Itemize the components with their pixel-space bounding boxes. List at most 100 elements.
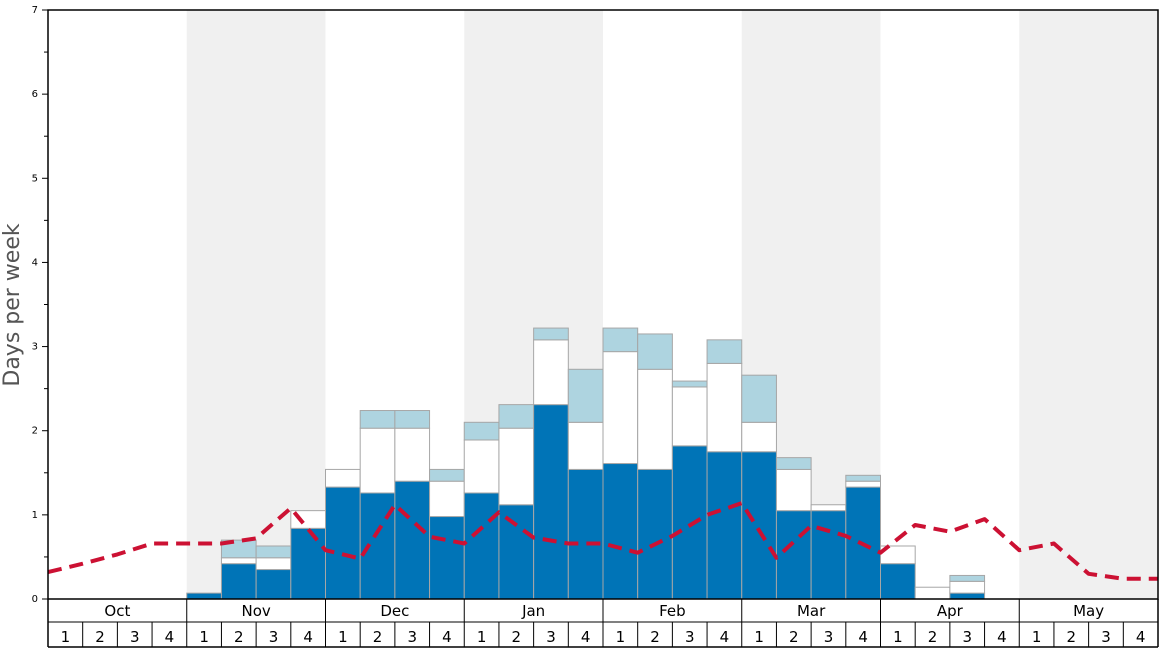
bar-segment xyxy=(394,480,431,600)
average-line-path xyxy=(47,501,1158,581)
bar-segment xyxy=(671,386,708,447)
bar-segment xyxy=(498,504,535,600)
week-label: 3 xyxy=(685,628,695,646)
bar-segment xyxy=(220,557,257,565)
bar-segment xyxy=(845,480,881,488)
bar-segment xyxy=(775,457,812,470)
bar-segment xyxy=(429,480,465,518)
bar-segment xyxy=(463,492,500,600)
week-label: 4 xyxy=(858,628,868,646)
month-label-oct: Oct xyxy=(104,602,130,620)
bar-segment xyxy=(394,427,431,482)
bar-segment xyxy=(949,580,986,594)
y-tick-label: 7 xyxy=(32,5,38,16)
bar-segment xyxy=(325,468,361,488)
week-label: 1 xyxy=(616,628,626,646)
bar-segment xyxy=(255,557,292,571)
bar-segment xyxy=(567,421,604,470)
bar-segment xyxy=(637,468,673,600)
bar-segment xyxy=(706,362,743,453)
bar-segment xyxy=(949,574,986,582)
bar-segment xyxy=(359,492,396,600)
bar-segment xyxy=(671,380,708,388)
y-tick-label: 3 xyxy=(32,342,38,353)
bar-segment xyxy=(394,410,431,429)
bar-segment xyxy=(706,451,743,600)
month-label-jan: Jan xyxy=(521,602,545,620)
bar-segment xyxy=(775,510,812,600)
bar-segment xyxy=(463,421,500,441)
bar-segment xyxy=(810,504,847,512)
bar-segment xyxy=(914,586,951,600)
week-label: 3 xyxy=(824,628,834,646)
bar-segment xyxy=(567,368,604,423)
bars xyxy=(186,327,986,600)
bar-segment xyxy=(463,439,500,494)
month-label-dec: Dec xyxy=(380,602,409,620)
week-label: 2 xyxy=(373,628,383,646)
month-label-mar: Mar xyxy=(797,602,826,620)
week-label: 2 xyxy=(928,628,938,646)
bar-segment xyxy=(845,474,881,482)
bar-segment xyxy=(671,445,708,600)
y-tick-label: 4 xyxy=(32,257,38,268)
week-label: 2 xyxy=(650,628,660,646)
y-tick-label: 6 xyxy=(32,89,38,100)
week-label: 3 xyxy=(962,628,972,646)
bar-segment xyxy=(498,427,535,506)
bar-segment xyxy=(429,516,465,600)
bar-segment xyxy=(220,563,257,600)
bar-segment xyxy=(775,468,812,512)
bar-segment xyxy=(533,339,569,406)
week-label: 1 xyxy=(477,628,487,646)
average-line xyxy=(47,501,1158,581)
bar-segment xyxy=(290,527,326,600)
y-tick-label: 5 xyxy=(32,173,38,184)
week-label: 1 xyxy=(61,628,71,646)
bar-segment xyxy=(533,327,569,341)
bar-segment xyxy=(359,427,396,494)
bar-segment xyxy=(810,510,847,600)
month-shade-may xyxy=(1019,10,1158,599)
month-label-nov: Nov xyxy=(241,602,270,620)
week-label: 2 xyxy=(512,628,522,646)
axes: 0 1 2 3 4 5 6 7 Oct Nov Dec Jan Feb Mar Apr May 1 2 3 4 1 2 3 4… xyxy=(32,5,1159,648)
week-label: 4 xyxy=(1136,628,1146,646)
bar-segment xyxy=(706,339,743,364)
bar-segment xyxy=(567,468,604,600)
week-label: 4 xyxy=(720,628,730,646)
bar-segment xyxy=(498,404,535,429)
bar-segment xyxy=(255,569,292,600)
week-label: 3 xyxy=(546,628,556,646)
month-label-may: May xyxy=(1073,602,1104,620)
week-label: 2 xyxy=(234,628,244,646)
week-label: 3 xyxy=(407,628,417,646)
week-label: 4 xyxy=(581,628,591,646)
week-label: 1 xyxy=(338,628,348,646)
bar-segment xyxy=(186,592,222,600)
y-tick-label: 0 xyxy=(32,594,38,605)
y-tick-label: 1 xyxy=(32,510,38,521)
bar-segment xyxy=(741,421,777,453)
bar-segment xyxy=(741,451,777,600)
week-label: 2 xyxy=(1067,628,1077,646)
bar-segment xyxy=(602,327,639,353)
y-axis-label: Days per week xyxy=(0,223,25,386)
y-tick-label: 2 xyxy=(32,426,38,437)
week-label: 4 xyxy=(303,628,313,646)
bar-segment xyxy=(637,333,673,370)
week-label: 4 xyxy=(997,628,1007,646)
week-label: 4 xyxy=(442,628,452,646)
bar-segment xyxy=(359,410,396,429)
bar-segment xyxy=(533,404,569,600)
month-label-apr: Apr xyxy=(937,602,964,620)
bar-segment xyxy=(741,374,777,423)
week-label: 4 xyxy=(165,628,175,646)
month-label-feb: Feb xyxy=(659,602,686,620)
week-label: 2 xyxy=(789,628,799,646)
bar-segment xyxy=(880,545,916,565)
bar-segment xyxy=(602,351,639,465)
month-shade-nov xyxy=(186,10,326,599)
week-label: 3 xyxy=(269,628,279,646)
